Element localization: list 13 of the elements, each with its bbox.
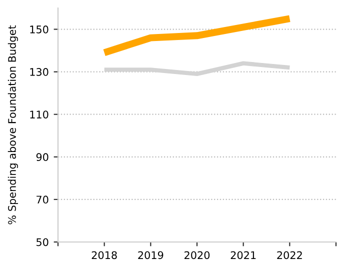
- y-tick-label: 150: [30, 26, 48, 34]
- y-tick-label: 90: [36, 153, 48, 162]
- x-tick-label: 2019: [138, 251, 164, 260]
- x-tick-label: 2020: [184, 251, 210, 260]
- y-tick-label: 70: [36, 196, 48, 204]
- line-series: [102, 61, 292, 76]
- y-axis-title: % Spending above Foundation Budget: [8, 25, 18, 224]
- x-tick-label: 2022: [277, 251, 302, 260]
- x-tick-label: 2018: [92, 251, 117, 260]
- x-tick-label: 2021: [230, 251, 256, 260]
- y-tick-label: 110: [30, 110, 48, 118]
- y-tick-label: 130: [30, 68, 48, 76]
- y-tick-label: 50: [36, 238, 48, 246]
